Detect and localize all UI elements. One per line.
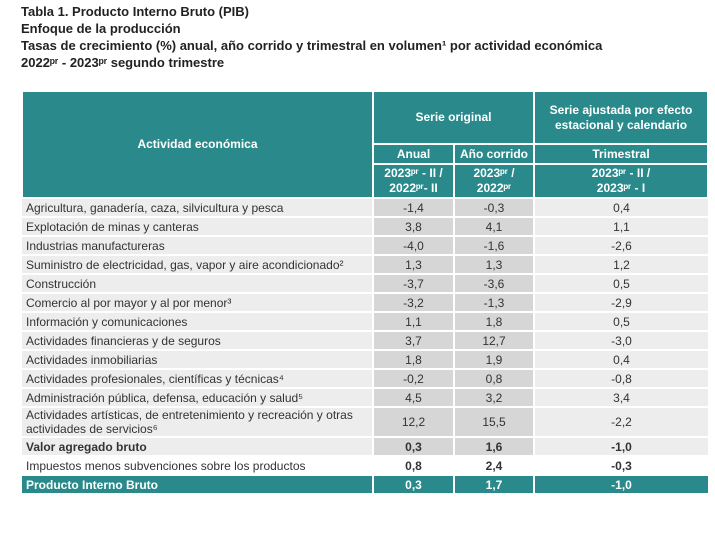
value-cell: 1,8 <box>453 311 534 332</box>
activity-cell: Actividades inmobiliarias <box>22 349 373 370</box>
description: Tasas de crecimiento (%) anual, año corr… <box>21 38 603 53</box>
period-header: 2023ᵖʳ - II / 2023ᵖʳ - I <box>533 163 709 199</box>
value-cell: 3,8 <box>372 216 454 237</box>
table-row: Actividades artísticas, de entretenimien… <box>22 406 708 438</box>
sub-header: Año corrido <box>453 143 535 165</box>
value-cell: -2,9 <box>533 292 708 313</box>
value-cell: -1,0 <box>533 474 708 495</box>
activity-cell: Construcción <box>22 273 373 294</box>
activity-cell: Comercio al por mayor y al por menor³ <box>22 292 373 313</box>
value-cell: 15,5 <box>453 406 534 438</box>
activity-cell: Actividades profesionales, científicas y… <box>22 368 373 389</box>
value-cell: -3,2 <box>372 292 454 313</box>
header: Tabla 1. Producto Interno Bruto (PIB) En… <box>21 3 602 71</box>
value-cell: -0,3 <box>533 455 708 476</box>
activity-cell: Administración pública, defensa, educaci… <box>22 387 373 408</box>
table-row: Actividades inmobiliarias 1,8 1,9 0,4 <box>22 349 708 370</box>
table-row: Construcción -3,7 -3,6 0,5 <box>22 273 708 294</box>
activity-cell: Información y comunicaciones <box>22 311 373 332</box>
period: 2022ᵖʳ - 2023ᵖʳ segundo trimestre <box>21 55 225 70</box>
value-cell: 1,3 <box>372 254 454 275</box>
table-row: Comercio al por mayor y al por menor³ -3,… <box>22 292 708 313</box>
value-cell: 4,1 <box>453 216 534 237</box>
activity-cell: Impuestos menos subvenciones sobre los p… <box>22 455 373 476</box>
table-row: Información y comunicaciones 1,1 1,8 0,5 <box>22 311 708 332</box>
col-header: Actividad económica <box>21 90 374 199</box>
table-row: Industrias manufactureras -4,0 -1,6 -2,6 <box>22 235 708 256</box>
table-row: Suministro de electricidad, gas, vapor y… <box>22 254 708 275</box>
value-cell: 3,2 <box>453 387 534 408</box>
group-header: Serie original <box>372 90 535 145</box>
table-row: Valor agregado bruto 0,3 1,6 -1,0 <box>22 436 708 457</box>
value-cell: -3,0 <box>533 330 708 351</box>
table-row: Actividades profesionales, científicas y… <box>22 368 708 389</box>
value-cell: 0,4 <box>533 197 708 218</box>
title: Tabla 1. Producto Interno Bruto (PIB) <box>21 4 249 19</box>
value-cell: 0,8 <box>453 368 534 389</box>
value-cell: 1,6 <box>453 436 534 457</box>
value-cell: 0,4 <box>533 349 708 370</box>
value-cell: -0,2 <box>372 368 454 389</box>
activity-cell: Actividades financieras y de seguros <box>22 330 373 351</box>
value-cell: 0,3 <box>372 436 454 457</box>
value-cell: 1,3 <box>453 254 534 275</box>
value-cell: 0,5 <box>533 273 708 294</box>
value-cell: 12,7 <box>453 330 534 351</box>
value-cell: -1,6 <box>453 235 534 256</box>
value-cell: -3,7 <box>372 273 454 294</box>
value-cell: -4,0 <box>372 235 454 256</box>
value-cell: 1,8 <box>372 349 454 370</box>
value-cell: -0,8 <box>533 368 708 389</box>
value-cell: -2,2 <box>533 406 708 438</box>
activity-cell: Industrias manufactureras <box>22 235 373 256</box>
activity-cell: Suministro de electricidad, gas, vapor y… <box>22 254 373 275</box>
table-row: Administración pública, defensa, educaci… <box>22 387 708 408</box>
table-row: Actividades financieras y de seguros 3,7 1… <box>22 330 708 351</box>
value-cell: 4,5 <box>372 387 454 408</box>
value-cell: 1,7 <box>453 474 534 495</box>
subtitle: Enfoque de la producción <box>21 21 181 36</box>
value-cell: 0,3 <box>372 474 454 495</box>
value-cell: 1,1 <box>533 216 708 237</box>
table-row: Producto Interno Bruto 0,3 1,7 -1,0 <box>22 474 708 495</box>
table-row: Explotación de minas y canteras 3,8 4,1 1,1 <box>22 216 708 237</box>
sub-header: Anual <box>372 143 455 165</box>
value-cell: 0,5 <box>533 311 708 332</box>
table-row: Agricultura, ganadería, caza, silvicultu… <box>22 197 708 218</box>
value-cell: 1,1 <box>372 311 454 332</box>
value-cell: -0,3 <box>453 197 534 218</box>
table-body: Agricultura, ganadería, caza, silvicultu… <box>22 197 708 495</box>
activity-cell: Agricultura, ganadería, caza, silvicultu… <box>22 197 373 218</box>
value-cell: 1,9 <box>453 349 534 370</box>
value-cell: 1,2 <box>533 254 708 275</box>
value-cell: 12,2 <box>372 406 454 438</box>
value-cell: -1,0 <box>533 436 708 457</box>
value-cell: 3,4 <box>533 387 708 408</box>
period-header: 2023ᵖʳ / 2022ᵖʳ <box>453 163 535 199</box>
value-cell: 3,7 <box>372 330 454 351</box>
activity-cell: Actividades artísticas, de entretenimien… <box>22 406 373 438</box>
value-cell: -1,3 <box>453 292 534 313</box>
group-header: Serie ajustada por efecto estacional y c… <box>533 90 709 145</box>
data-table: Actividad económica Serie original Serie a… <box>21 90 709 495</box>
value-cell: 0,8 <box>372 455 454 476</box>
period-header: 2023ᵖʳ - II / 2022ᵖʳ- II <box>372 163 455 199</box>
activity-cell: Producto Interno Bruto <box>22 474 373 495</box>
value-cell: -2,6 <box>533 235 708 256</box>
table-row: Impuestos menos subvenciones sobre los p… <box>22 455 708 476</box>
sub-header: Trimestral <box>533 143 709 165</box>
activity-cell: Explotación de minas y canteras <box>22 216 373 237</box>
value-cell: 2,4 <box>453 455 534 476</box>
value-cell: -3,6 <box>453 273 534 294</box>
activity-cell: Valor agregado bruto <box>22 436 373 457</box>
value-cell: -1,4 <box>372 197 454 218</box>
